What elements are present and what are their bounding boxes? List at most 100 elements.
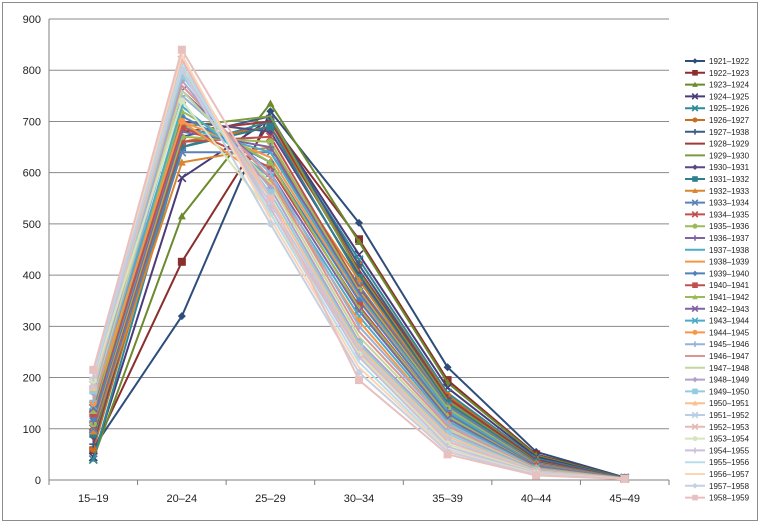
legend-label: 1950–1951 <box>709 399 750 408</box>
data-point <box>266 122 275 131</box>
data-point <box>177 66 186 75</box>
y-tick-label: 200 <box>23 373 41 385</box>
data-point <box>692 129 698 135</box>
data-point <box>355 376 363 385</box>
legend-entry: 1922–1923 <box>685 69 750 78</box>
legend-label: 1937–1938 <box>709 246 750 255</box>
legend: 1921–1922 1922–1923 1923–1924 1924–1925 1925… <box>685 57 750 503</box>
y-tick-label: 300 <box>23 321 41 333</box>
data-point <box>692 436 698 442</box>
data-point <box>177 45 186 54</box>
legend-label: 1927–1938 <box>709 128 750 137</box>
data-point <box>692 494 698 501</box>
legend-entry: 1928–1929 <box>685 140 750 149</box>
legend-label: 1952–1953 <box>709 423 750 432</box>
legend-entry: 1956–1957 <box>685 470 750 479</box>
legend-entry: 1927–1938 <box>685 128 750 137</box>
data-point <box>692 341 698 347</box>
legend-label: 1958–1959 <box>709 494 750 503</box>
data-point <box>692 447 698 454</box>
data-point <box>89 365 98 374</box>
legend-entry: 1930–1931 <box>685 163 750 172</box>
data-point <box>692 483 698 489</box>
legend-entry: 1929–1930 <box>685 151 750 160</box>
data-point <box>691 423 699 431</box>
data-point <box>692 223 698 229</box>
legend-label: 1934–1935 <box>709 210 750 219</box>
y-tick-label: 100 <box>23 424 41 436</box>
data-point <box>88 403 98 413</box>
x-tick-label: 25–29 <box>255 493 286 505</box>
legend-entry: 1950–1951 <box>685 399 750 408</box>
data-point <box>692 329 698 335</box>
data-point <box>266 163 275 172</box>
data-point <box>355 218 363 227</box>
data-point <box>691 199 699 206</box>
x-tick-label: 35–39 <box>432 493 463 505</box>
legend-entry: 1952–1953 <box>685 423 750 432</box>
legend-entry: 1957–1958 <box>685 482 750 491</box>
legend-entry: 1935–1936 <box>685 222 750 231</box>
data-point <box>89 445 97 453</box>
data-point <box>692 70 698 76</box>
data-point <box>89 406 98 415</box>
data-point <box>89 427 98 435</box>
legend-label: 1930–1931 <box>709 163 750 172</box>
data-point <box>691 411 699 419</box>
data-point <box>177 257 186 266</box>
legend-label: 1957–1958 <box>709 482 750 491</box>
legend-label: 1926–1927 <box>709 116 750 125</box>
legend-label: 1933–1934 <box>709 199 750 208</box>
series-layer <box>88 45 630 484</box>
line-chart: 0 100 200 300 400 500 600 700 800 900 15–19 20–24 25… <box>23 14 750 505</box>
legend-entry: 1951–1952 <box>685 411 750 420</box>
data-point <box>266 99 275 107</box>
data-point <box>691 104 699 112</box>
x-tick-label: 30–34 <box>344 493 375 505</box>
legend-entry: 1925–1926 <box>685 104 750 113</box>
legend-entry: 1931–1932 <box>685 175 750 184</box>
axes: 0 100 200 300 400 500 600 700 800 900 15–19 20–24 25… <box>23 14 670 505</box>
data-point <box>266 189 275 198</box>
x-tick-label: 45–49 <box>609 493 640 505</box>
legend-label: 1921–1922 <box>709 57 750 66</box>
data-point <box>266 143 275 152</box>
data-point <box>177 71 186 80</box>
legend-entry: 1939–1940 <box>685 269 750 278</box>
data-point <box>178 117 186 126</box>
data-point <box>177 122 186 131</box>
legend-entry: 1926–1927 <box>685 116 750 125</box>
legend-entry: 1945–1946 <box>685 340 750 349</box>
data-point <box>692 176 698 182</box>
legend-label: 1931–1932 <box>709 175 750 184</box>
x-tick-label: 40–44 <box>521 493 552 505</box>
data-point <box>692 388 698 395</box>
data-point <box>691 93 699 100</box>
legend-label: 1955–1956 <box>709 458 750 467</box>
legend-label: 1929–1930 <box>709 151 750 160</box>
legend-label: 1943–1944 <box>709 317 750 326</box>
legend-entry: 1944–1945 <box>685 328 750 337</box>
data-point <box>532 471 541 480</box>
data-point <box>266 219 275 228</box>
legend-label: 1945–1946 <box>709 340 750 349</box>
legend-entry: 1942–1943 <box>685 305 750 314</box>
legend-entry: 1923–1924 <box>685 81 750 90</box>
data-point <box>692 376 698 383</box>
y-tick-label: 0 <box>35 475 41 487</box>
legend-label: 1947–1948 <box>709 364 750 373</box>
legend-label: 1942–1943 <box>709 305 750 314</box>
data-point <box>692 188 698 194</box>
data-point <box>88 424 98 434</box>
data-point <box>691 317 699 324</box>
data-point <box>692 58 698 64</box>
data-point <box>692 117 698 123</box>
legend-label: 1923–1924 <box>709 81 750 90</box>
data-point <box>691 305 699 313</box>
legend-entry: 1949–1950 <box>685 387 750 396</box>
legend-entry: 1924–1925 <box>685 92 750 101</box>
y-tick-label: 800 <box>23 65 41 77</box>
data-point <box>177 173 187 183</box>
legend-label: 1940–1941 <box>709 281 750 290</box>
legend-label: 1935–1936 <box>709 222 750 231</box>
